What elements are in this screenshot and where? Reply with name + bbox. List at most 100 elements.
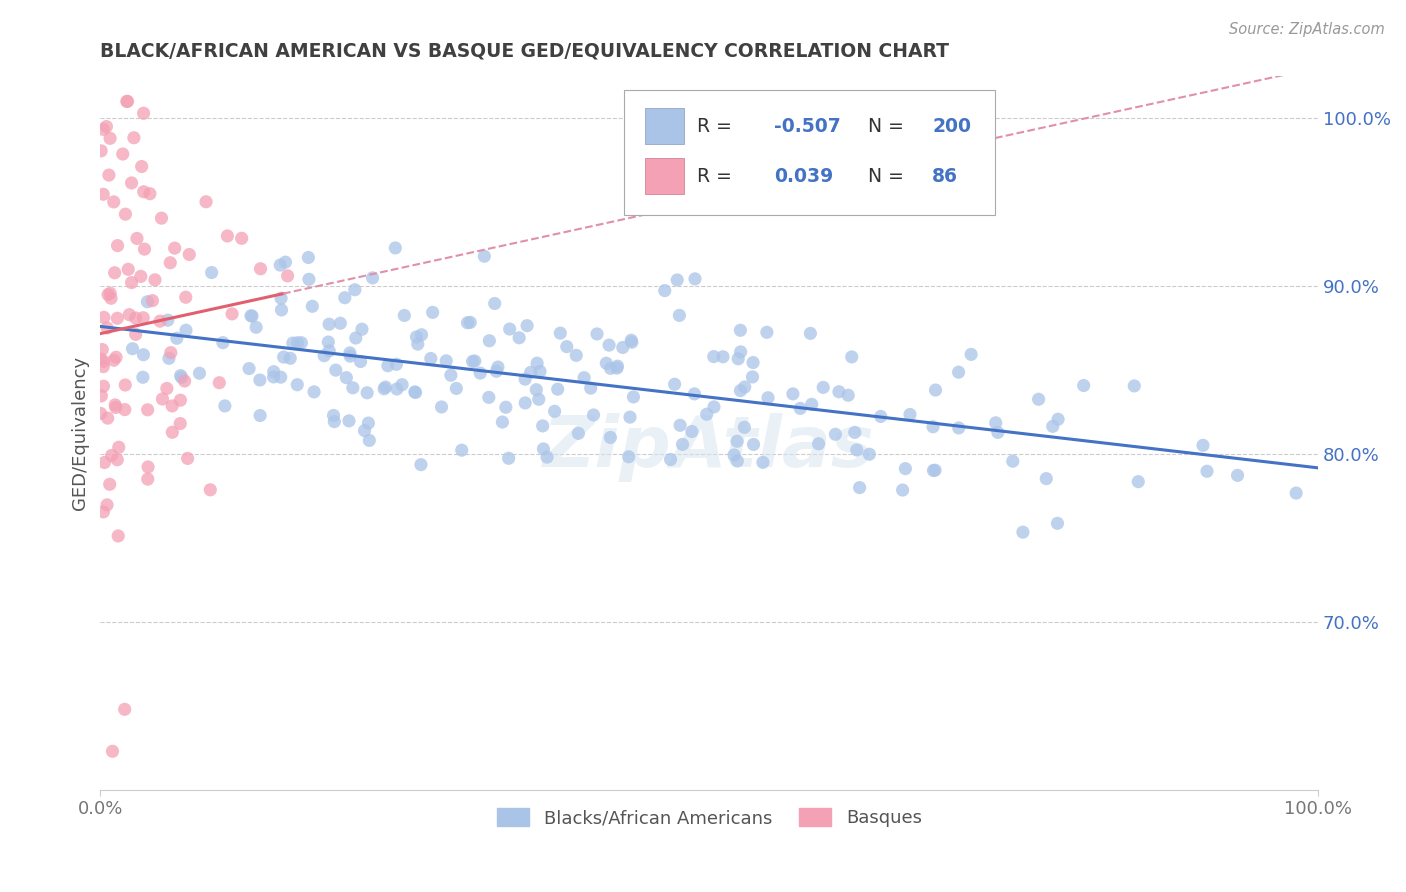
Point [139, 186, 162, 201]
Point [104, 398, 127, 412]
Point [470, 366, 492, 380]
Point [238, 361, 260, 376]
Point [531, 418, 554, 433]
Point [114, 702, 136, 716]
Point [103, 353, 125, 368]
Point [221, 307, 243, 321]
Point [599, 361, 621, 376]
Point [322, 409, 344, 423]
Point [385, 382, 408, 396]
Point [617, 450, 640, 464]
Point [1285, 486, 1308, 500]
Y-axis label: GED/Equivalency: GED/Equivalency [72, 356, 89, 510]
Point [318, 334, 340, 349]
Point [671, 437, 693, 451]
Point [121, 342, 143, 356]
Point [132, 106, 155, 120]
Point [543, 404, 565, 418]
Point [132, 370, 155, 384]
Point [157, 351, 180, 366]
Text: N =: N = [868, 167, 910, 186]
Point [703, 350, 725, 364]
Point [281, 336, 304, 351]
Point [987, 425, 1010, 440]
Point [339, 346, 361, 360]
Point [516, 318, 538, 333]
Point [526, 356, 548, 370]
Point [1012, 525, 1035, 540]
Point [924, 383, 946, 397]
Point [129, 269, 152, 284]
Point [136, 294, 159, 309]
Point [176, 451, 198, 466]
Legend: Blacks/African Americans, Basques: Blacks/African Americans, Basques [489, 801, 929, 834]
Point [107, 440, 129, 454]
Point [422, 305, 444, 319]
Point [782, 387, 804, 401]
Point [1047, 412, 1070, 426]
Point [96, 498, 118, 512]
Point [727, 351, 749, 366]
Point [730, 384, 752, 398]
Point [301, 299, 323, 313]
Point [98, 477, 121, 491]
Point [620, 335, 643, 350]
Point [789, 401, 811, 416]
Point [152, 392, 174, 406]
Point [654, 284, 676, 298]
Point [529, 364, 551, 378]
Point [845, 442, 868, 457]
Point [159, 256, 181, 270]
Point [703, 400, 725, 414]
Point [353, 424, 375, 438]
Point [668, 309, 690, 323]
Point [598, 338, 620, 352]
Point [117, 262, 139, 277]
Point [1192, 438, 1215, 452]
Point [263, 365, 285, 379]
Point [683, 272, 706, 286]
Point [807, 437, 830, 451]
Point [98, 286, 121, 301]
Point [922, 419, 945, 434]
Point [325, 363, 347, 377]
Point [456, 316, 478, 330]
Point [132, 348, 155, 362]
Point [212, 335, 235, 350]
Point [484, 296, 506, 310]
Point [136, 402, 159, 417]
Point [118, 308, 141, 322]
Point [800, 397, 823, 411]
Point [156, 381, 179, 395]
Point [91, 122, 114, 136]
Point [1128, 475, 1150, 489]
Point [498, 451, 520, 466]
Point [478, 390, 501, 404]
Point [103, 194, 125, 209]
Point [461, 354, 484, 368]
Point [419, 351, 441, 366]
Point [536, 450, 558, 464]
Point [547, 382, 569, 396]
Point [681, 425, 703, 439]
Point [174, 290, 197, 304]
Point [277, 268, 299, 283]
Point [278, 351, 301, 366]
Point [111, 147, 134, 161]
Point [179, 247, 201, 261]
Point [948, 421, 970, 435]
Point [404, 384, 426, 399]
Point [96, 120, 118, 134]
Point [169, 368, 191, 383]
Point [683, 387, 706, 401]
Point [270, 370, 292, 384]
Point [166, 331, 188, 345]
Bar [645, 158, 683, 194]
Point [572, 370, 595, 384]
Point [430, 400, 453, 414]
Point [200, 483, 222, 497]
Point [100, 291, 122, 305]
Point [377, 359, 399, 373]
Point [533, 442, 555, 456]
Point [249, 373, 271, 387]
